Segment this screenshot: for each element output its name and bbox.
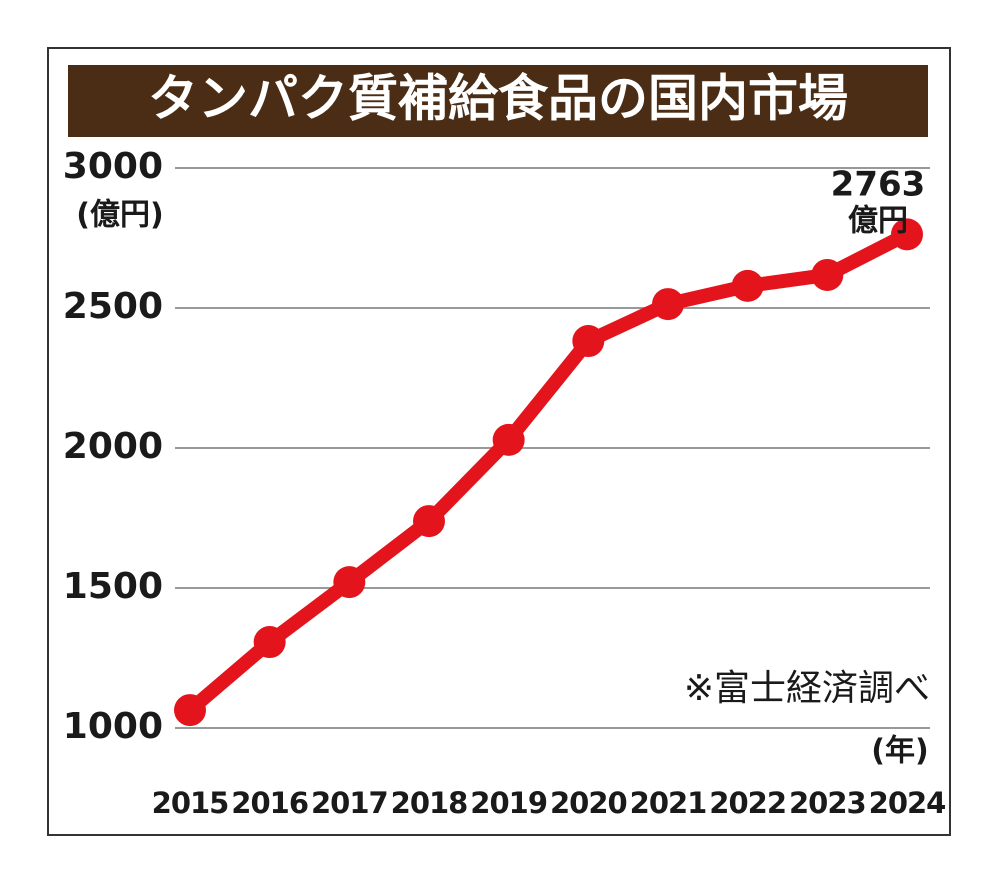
y-tick-label: 3000 bbox=[63, 146, 163, 187]
data-point bbox=[333, 566, 366, 599]
x-tick-label: 2022 bbox=[709, 786, 786, 820]
data-point bbox=[492, 423, 525, 456]
chart-title: タンパク質補給食品の国内市場 bbox=[148, 70, 848, 128]
x-tick-label: 2016 bbox=[231, 786, 308, 820]
data-point bbox=[413, 505, 445, 538]
x-tick-label: 2021 bbox=[630, 786, 707, 820]
y-tick-label: 2500 bbox=[63, 286, 163, 327]
data-point bbox=[891, 218, 923, 251]
source-note: ※富士経済調べ bbox=[684, 668, 930, 709]
data-point bbox=[572, 325, 605, 358]
x-tick-label: 2020 bbox=[550, 786, 627, 820]
data-point bbox=[652, 288, 684, 321]
y-axis-unit: (億円) bbox=[76, 198, 163, 233]
y-tick-label: 2000 bbox=[63, 426, 163, 467]
y-tick-label: 1000 bbox=[63, 706, 163, 747]
data-point bbox=[253, 626, 286, 659]
x-tick-label: 2017 bbox=[311, 786, 388, 820]
data-point bbox=[811, 258, 844, 291]
x-tick-label: 2023 bbox=[789, 786, 866, 820]
title-bar bbox=[68, 65, 928, 137]
x-tick-label: 2024 bbox=[869, 786, 946, 820]
x-tick-label: 2018 bbox=[391, 786, 468, 820]
x-tick-label: 2019 bbox=[470, 786, 547, 820]
data-label: 2763 bbox=[831, 165, 926, 205]
x-tick-label: 2015 bbox=[152, 786, 229, 820]
data-point bbox=[731, 269, 764, 302]
x-axis-unit: (年) bbox=[871, 734, 928, 769]
data-line bbox=[185, 228, 911, 716]
y-tick-label: 1500 bbox=[63, 566, 163, 607]
data-point bbox=[174, 694, 206, 727]
data-label-unit: 億円 bbox=[848, 204, 908, 239]
